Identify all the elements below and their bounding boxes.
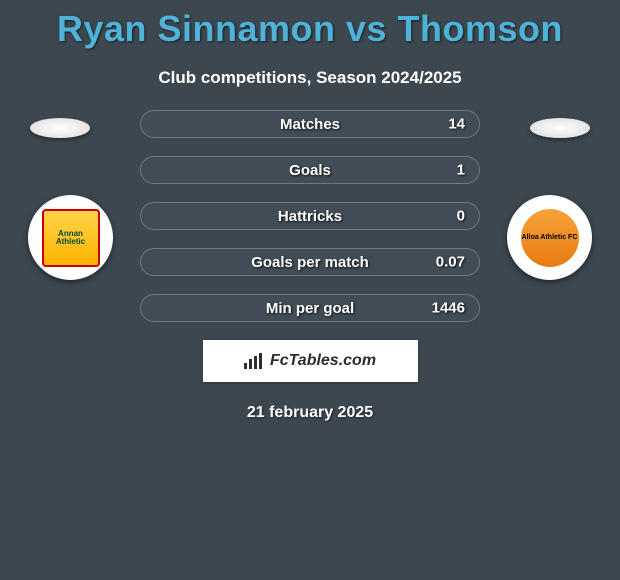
stat-label: Goals xyxy=(289,162,331,179)
page-subtitle: Club competitions, Season 2024/2025 xyxy=(0,68,620,88)
team-badge-right: Alloa Athletic FC xyxy=(507,195,592,280)
stat-value: 1 xyxy=(457,162,465,179)
team-badge-left: Annan Athletic xyxy=(28,195,113,280)
player-avatar-right xyxy=(530,118,590,138)
stat-value: 1446 xyxy=(432,300,465,317)
stats-area: Annan Athletic Alloa Athletic FC Matches… xyxy=(0,110,620,422)
stat-rows: Matches 14 Goals 1 Hattricks 0 Goals per… xyxy=(140,110,480,322)
branding-box: FcTables.com xyxy=(203,340,418,382)
stat-row-goals: Goals 1 xyxy=(140,156,480,184)
stat-row-matches: Matches 14 xyxy=(140,110,480,138)
team-badge-right-label: Alloa Athletic FC xyxy=(521,209,579,267)
stat-row-hattricks: Hattricks 0 xyxy=(140,202,480,230)
chart-icon xyxy=(244,353,264,369)
stat-row-goals-per-match: Goals per match 0.07 xyxy=(140,248,480,276)
stat-value: 14 xyxy=(448,116,465,133)
stat-label: Hattricks xyxy=(278,208,342,225)
page-title: Ryan Sinnamon vs Thomson xyxy=(0,0,620,50)
player-avatar-left xyxy=(30,118,90,138)
stat-label: Min per goal xyxy=(266,300,354,317)
date-label: 21 february 2025 xyxy=(0,404,620,422)
stat-label: Goals per match xyxy=(251,254,369,271)
stat-label: Matches xyxy=(280,116,340,133)
branding-text: FcTables.com xyxy=(270,352,376,370)
stat-row-min-per-goal: Min per goal 1446 xyxy=(140,294,480,322)
stat-value: 0 xyxy=(457,208,465,225)
stat-value: 0.07 xyxy=(436,254,465,271)
team-badge-left-label: Annan Athletic xyxy=(42,209,100,267)
